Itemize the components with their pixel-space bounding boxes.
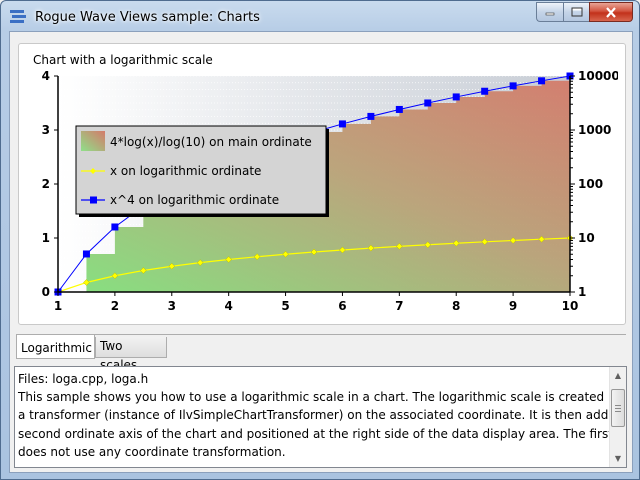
legend-label: x^4 on logarithmic ordinate: [110, 193, 279, 207]
data-point-diamond: [395, 243, 403, 250]
legend-marker-square: [90, 196, 97, 204]
description-line: This sample shows you how to use a logar…: [18, 390, 627, 405]
legend-label: 4*log(x)/log(10) on main ordinate: [110, 135, 312, 149]
data-point-square: [82, 250, 90, 258]
data-point-diamond: [310, 248, 318, 256]
x-tick-label: 6: [338, 299, 346, 313]
tab-logarithmic[interactable]: Logarithmic: [16, 335, 95, 359]
data-point-square: [367, 112, 375, 120]
description-line: a transformer (instance of IlvSimpleChar…: [18, 408, 627, 423]
description-line: second ordinate axis of the chart and po…: [18, 426, 627, 441]
data-point-diamond: [509, 237, 517, 244]
minimize-button[interactable]: [536, 2, 563, 22]
x-tick-label: 5: [281, 299, 289, 313]
data-point-diamond: [111, 272, 119, 280]
data-point-square: [111, 223, 119, 231]
scroll-up-arrow-icon[interactable]: ▲: [614, 371, 622, 380]
x-tick-label: 3: [168, 299, 176, 313]
x-tick-label: 1: [54, 299, 62, 313]
data-point-square: [424, 99, 432, 107]
vertical-scrollbar[interactable]: ▲ ▼: [609, 367, 626, 467]
minimize-icon: [545, 12, 555, 16]
scroll-down-arrow-icon[interactable]: ▼: [614, 454, 622, 463]
data-point-diamond: [168, 262, 176, 270]
client-area: Chart with a logarithmic scale: [9, 31, 633, 473]
legend-swatch-area: [81, 131, 105, 151]
data-point-diamond: [339, 246, 346, 254]
data-point-diamond: [139, 267, 147, 274]
maximize-icon: [571, 7, 582, 17]
description-text: Files: loga.cpp, loga.h This sample show…: [18, 370, 627, 461]
close-icon: [606, 6, 616, 18]
x-tick-label: 9: [509, 299, 517, 313]
data-point-diamond: [225, 256, 233, 263]
x-tick-label: 7: [395, 299, 403, 313]
chart-group-label: Chart with a logarithmic scale: [30, 53, 216, 67]
data-point-diamond: [282, 250, 289, 258]
data-point-diamond: [253, 253, 261, 261]
left-tick-label: 0: [42, 285, 50, 299]
data-point-diamond: [452, 239, 460, 247]
window-title: Rogue Wave Views sample: Charts: [35, 10, 260, 25]
close-button[interactable]: [589, 2, 633, 22]
x-tick-label: 4: [224, 299, 232, 313]
data-point-diamond: [83, 279, 90, 286]
right-tick-label: 1: [578, 285, 586, 299]
data-point-diamond: [196, 259, 204, 266]
right-tick-label: 10: [578, 231, 595, 245]
tab-two-scales[interactable]: Two scales: [95, 337, 167, 372]
data-point-square: [481, 87, 489, 95]
left-tick-label: 2: [42, 177, 50, 191]
right-tick-label: 1000: [578, 123, 611, 137]
data-point-square: [509, 82, 517, 90]
data-point-square: [538, 77, 546, 85]
x-tick-label: 8: [452, 299, 460, 313]
data-point-square: [338, 120, 346, 128]
legend-marker-diamond: [90, 168, 96, 174]
description-textbox[interactable]: Files: loga.cpp, loga.h This sample show…: [14, 366, 627, 468]
scroll-thumb[interactable]: [611, 389, 625, 427]
right-tick-label: 100: [578, 177, 603, 191]
data-point-diamond: [481, 238, 489, 246]
title-bar[interactable]: Rogue Wave Views sample: Charts: [1, 1, 639, 33]
description-line: does not use any coordinate transformati…: [18, 444, 286, 459]
data-point-diamond: [538, 235, 545, 243]
data-point-square: [452, 93, 460, 101]
maximize-button[interactable]: [563, 2, 589, 22]
right-tick-label: 10000: [578, 69, 618, 83]
data-point-diamond: [367, 244, 375, 252]
x-tick-label: 10: [562, 299, 579, 313]
stacked-bars-icon: [10, 10, 26, 23]
description-line: Files: loga.cpp, loga.h: [18, 372, 149, 386]
data-point-diamond: [424, 241, 432, 249]
left-tick-label: 4: [42, 69, 50, 83]
x-tick-label: 2: [111, 299, 119, 313]
legend-label: x on logarithmic ordinate: [110, 164, 261, 178]
data-point-square: [395, 105, 403, 113]
left-tick-label: 3: [42, 123, 50, 137]
tab-strip-line: [16, 334, 626, 335]
legend-box: [75, 125, 327, 215]
left-tick-label: 1: [42, 231, 50, 245]
